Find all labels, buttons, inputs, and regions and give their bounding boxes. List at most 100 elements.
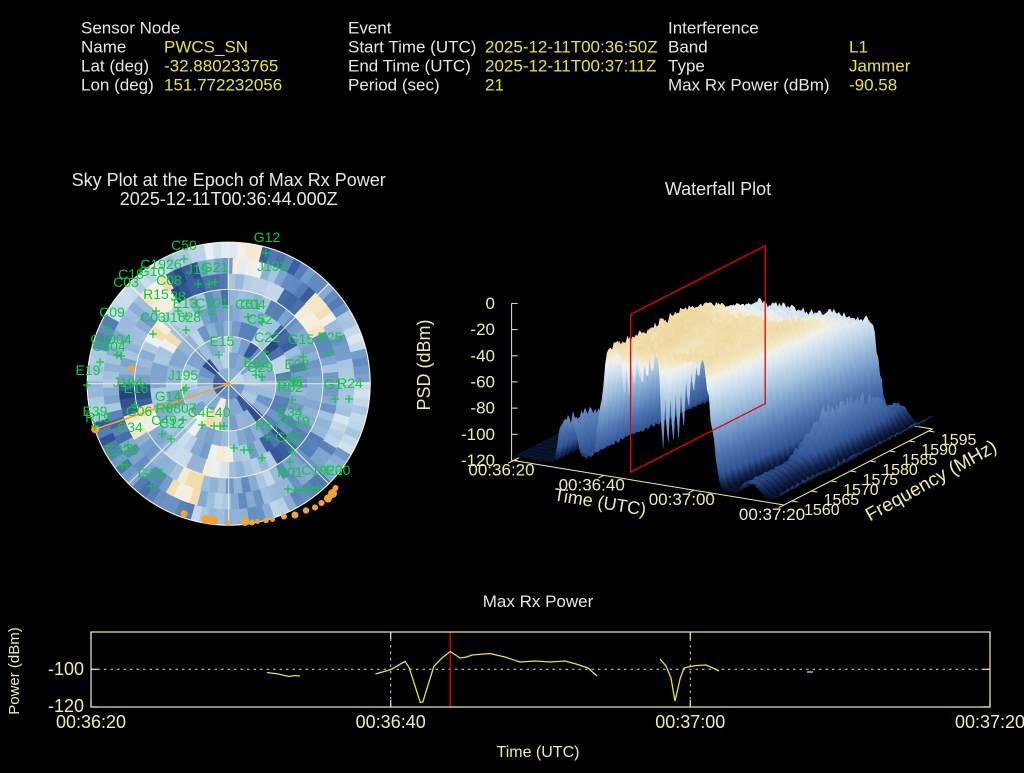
svg-text:C03: C03 — [140, 309, 166, 325]
svg-text:C08: C08 — [156, 272, 182, 288]
svg-text:J195: J195 — [168, 367, 199, 383]
svg-text:C34: C34 — [117, 419, 143, 435]
svg-text:1590: 1590 — [921, 442, 957, 459]
svg-text:-90.58: -90.58 — [849, 76, 897, 95]
svg-text:00:37:20: 00:37:20 — [739, 505, 805, 524]
svg-text:00:36:40: 00:36:40 — [356, 712, 426, 732]
svg-text:-80: -80 — [470, 399, 495, 418]
svg-text:Jammer: Jammer — [849, 57, 911, 76]
svg-text:1560: 1560 — [804, 502, 840, 519]
svg-text:E20: E20 — [326, 462, 351, 478]
svg-text:C1904: C1904 — [90, 331, 131, 347]
svg-text:E13: E13 — [173, 295, 198, 311]
svg-text:1570: 1570 — [843, 482, 879, 499]
svg-text:R17: R17 — [255, 417, 281, 433]
svg-text:E16: E16 — [124, 380, 149, 396]
svg-text:R15: R15 — [143, 286, 169, 302]
svg-text:R19: R19 — [85, 409, 111, 425]
svg-text:-40: -40 — [470, 346, 495, 365]
svg-text:-120: -120 — [461, 451, 495, 470]
svg-text:End Time (UTC): End Time (UTC) — [348, 57, 471, 76]
svg-text:R01: R01 — [277, 464, 303, 480]
svg-text:Lon (deg): Lon (deg) — [81, 76, 154, 95]
svg-text:2025-12-11T00:36:50Z: 2025-12-11T00:36:50Z — [485, 38, 658, 57]
svg-text:PSD (dBm): PSD (dBm) — [414, 319, 434, 410]
svg-text:C18: C18 — [118, 266, 144, 282]
svg-text:00:36:20: 00:36:20 — [468, 461, 534, 480]
svg-text:G29: G29 — [247, 359, 274, 375]
svg-text:-60: -60 — [470, 372, 495, 391]
svg-text:Event: Event — [348, 19, 392, 38]
svg-text:21: 21 — [485, 76, 504, 95]
svg-text:1580: 1580 — [882, 462, 918, 479]
svg-text:PWCS_SN: PWCS_SN — [164, 38, 248, 57]
svg-text:Name: Name — [81, 38, 126, 57]
svg-text:Type: Type — [668, 57, 705, 76]
svg-text:-32.880233765: -32.880233765 — [164, 57, 278, 76]
svg-text:R02: R02 — [277, 379, 303, 395]
svg-text:C1926: C1926 — [140, 256, 181, 272]
svg-text:J193: J193 — [257, 258, 288, 274]
svg-text:C1920: C1920 — [301, 462, 342, 478]
svg-text:Max Rx Power (dBm): Max Rx Power (dBm) — [668, 76, 830, 95]
svg-text:-100: -100 — [48, 659, 84, 679]
svg-text:G21: G21 — [202, 259, 229, 275]
svg-text:J1628: J1628 — [163, 309, 201, 325]
svg-text:2025-12-11T00:37:11Z: 2025-12-11T00:37:11Z — [485, 57, 656, 76]
svg-text:00:37:00: 00:37:00 — [655, 712, 725, 732]
svg-text:C04: C04 — [240, 296, 266, 312]
svg-text:J19: J19 — [186, 261, 209, 277]
svg-text:00:36:40: 00:36:40 — [559, 475, 625, 494]
svg-text:1595: 1595 — [941, 432, 977, 449]
svg-text:-100: -100 — [461, 425, 495, 444]
svg-text:C12: C12 — [159, 415, 185, 431]
svg-text:-120: -120 — [48, 696, 84, 716]
svg-text:2025-12-11T00:36:44.000Z: 2025-12-11T00:36:44.000Z — [120, 189, 338, 209]
svg-text:E25: E25 — [318, 329, 343, 345]
svg-text:C03: C03 — [113, 274, 139, 290]
svg-text:C501: C501 — [195, 295, 229, 311]
svg-text:E225: E225 — [106, 442, 139, 458]
svg-text:Sensor Node: Sensor Node — [81, 19, 180, 38]
svg-text:L1: L1 — [849, 38, 868, 57]
svg-text:Power (dBm): Power (dBm) — [6, 627, 23, 715]
svg-text:C22: C22 — [254, 329, 280, 345]
svg-text:R24: R24 — [337, 375, 363, 391]
svg-text:Interference: Interference — [668, 19, 759, 38]
svg-text:E15: E15 — [210, 333, 235, 349]
svg-text:C19: C19 — [284, 413, 310, 429]
svg-text:0: 0 — [486, 294, 495, 313]
svg-text:E02: E02 — [285, 356, 310, 372]
svg-text:G05: G05 — [275, 429, 302, 445]
svg-text:C604: C604 — [92, 338, 126, 354]
svg-text:C52: C52 — [247, 311, 273, 327]
svg-text:J194: J194 — [113, 374, 144, 390]
svg-text:Max Rx Power: Max Rx Power — [483, 592, 594, 611]
svg-text:R0807: R0807 — [155, 400, 196, 416]
svg-text:C35: C35 — [277, 373, 303, 389]
svg-text:151.772232056: 151.772232056 — [164, 76, 282, 95]
svg-text:G10: G10 — [139, 263, 166, 279]
svg-text:Start Time (UTC): Start Time (UTC) — [348, 38, 476, 57]
svg-text:G06: G06 — [126, 403, 153, 419]
svg-text:38: 38 — [170, 288, 186, 304]
svg-text:C4E40: C4E40 — [188, 404, 231, 420]
svg-text:Sky Plot at the Epoch of Max R: Sky Plot at the Epoch of Max Rx Power — [72, 170, 386, 190]
svg-text:1565: 1565 — [824, 492, 860, 509]
svg-text:E39: E39 — [83, 403, 108, 419]
svg-text:1585: 1585 — [902, 452, 938, 469]
svg-text:E19: E19 — [76, 362, 101, 378]
svg-text:00:37:20: 00:37:20 — [955, 712, 1024, 732]
svg-text:Period (sec): Period (sec) — [348, 76, 440, 95]
svg-text:00:36:20: 00:36:20 — [56, 712, 126, 732]
svg-text:G12: G12 — [254, 229, 281, 245]
svg-text:C50: C50 — [171, 237, 197, 253]
svg-text:Waterfall Plot: Waterfall Plot — [665, 179, 771, 199]
svg-text:C61: C61 — [235, 296, 261, 312]
svg-text:00:37:00: 00:37:00 — [649, 490, 715, 509]
svg-text:G16: G16 — [138, 465, 165, 481]
svg-text:E34: E34 — [278, 404, 303, 420]
svg-text:C09: C09 — [99, 304, 125, 320]
svg-text:Band: Band — [668, 38, 708, 57]
svg-text:Time (UTC): Time (UTC) — [497, 744, 580, 761]
